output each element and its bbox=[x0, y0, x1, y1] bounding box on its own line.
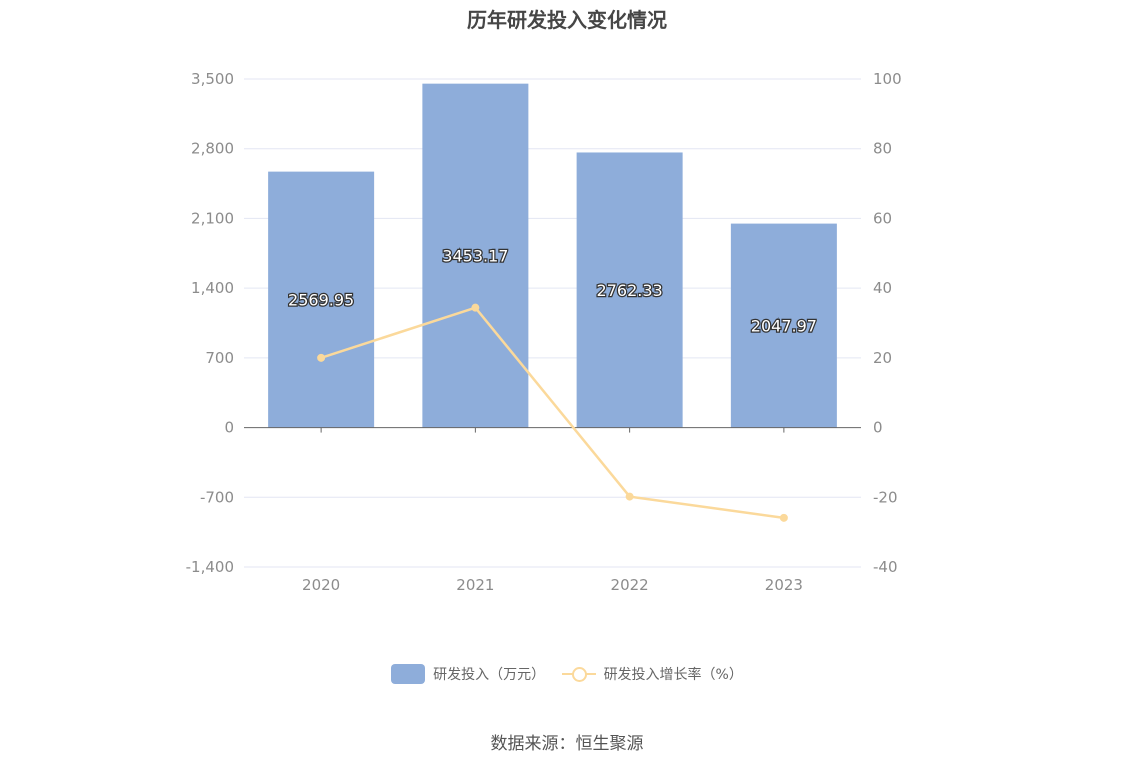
y-left-tick-label: 2,800 bbox=[191, 140, 234, 158]
y-left-tick-label: -1,400 bbox=[186, 558, 234, 576]
bar bbox=[730, 223, 837, 428]
line-series bbox=[317, 303, 788, 522]
y-left-tick-label: 2,100 bbox=[191, 209, 234, 227]
x-tick-label: 2021 bbox=[456, 576, 494, 594]
bar-value-label: 3453.17 bbox=[442, 247, 508, 266]
x-tick-label: 2023 bbox=[765, 576, 803, 594]
bar-value-label: 2569.95 bbox=[288, 291, 354, 310]
growth-line bbox=[320, 306, 785, 520]
x-tick-label: 2022 bbox=[611, 576, 649, 594]
growth-point bbox=[471, 303, 480, 312]
y-right-tick-label: -40 bbox=[873, 558, 898, 576]
legend-line-label: 研发投入增长率（%） bbox=[603, 667, 743, 683]
y-right-tick-label: 100 bbox=[873, 70, 902, 88]
y-right-tick-label: 60 bbox=[873, 209, 892, 227]
y-left-tick-label: 0 bbox=[224, 419, 234, 437]
bar-value-label: 2762.33 bbox=[597, 281, 663, 300]
y-left-tick-label: -700 bbox=[200, 488, 234, 506]
legend-item-line[interactable]: 研发投入增长率（%） bbox=[561, 664, 743, 684]
y-right-tick-label: 40 bbox=[873, 279, 892, 297]
chart-title: 历年研发投入变化情况 bbox=[467, 8, 667, 32]
y-left-tick-label: 700 bbox=[205, 349, 234, 367]
growth-point bbox=[779, 513, 788, 522]
axes: 3,500 2,800 2,100 1,400 700 0 -700 -1,400 100 80 6… bbox=[186, 70, 902, 594]
bar bbox=[268, 171, 375, 428]
y-right-tick-label: -20 bbox=[873, 488, 898, 506]
y-right-tick-label: 80 bbox=[873, 140, 892, 158]
legend: 研发投入（万元） 研发投入增长率（%） bbox=[0, 664, 1134, 688]
bar bbox=[422, 83, 529, 428]
growth-point bbox=[317, 353, 326, 362]
y-left-tick-label: 1,400 bbox=[191, 279, 234, 297]
x-tick-label: 2020 bbox=[302, 576, 340, 594]
source-note: 数据来源：恒生聚源 bbox=[490, 734, 644, 754]
growth-point bbox=[625, 492, 634, 501]
bar bbox=[576, 152, 683, 428]
legend-line-swatch bbox=[561, 664, 596, 684]
y-left-tick-label: 3,500 bbox=[191, 70, 234, 88]
legend-bar-swatch bbox=[391, 664, 426, 684]
y-right-tick-label: 20 bbox=[873, 349, 892, 367]
bar-value-label: 2047.97 bbox=[751, 317, 817, 336]
y-right-tick-label: 0 bbox=[873, 419, 883, 437]
legend-item-bar[interactable]: 研发投入（万元） bbox=[391, 664, 545, 684]
data-labels: 2569.95 3453.17 2762.33 2047.97 bbox=[287, 245, 818, 336]
bar-series bbox=[268, 83, 837, 428]
legend-bar-label: 研发投入（万元） bbox=[433, 667, 546, 683]
